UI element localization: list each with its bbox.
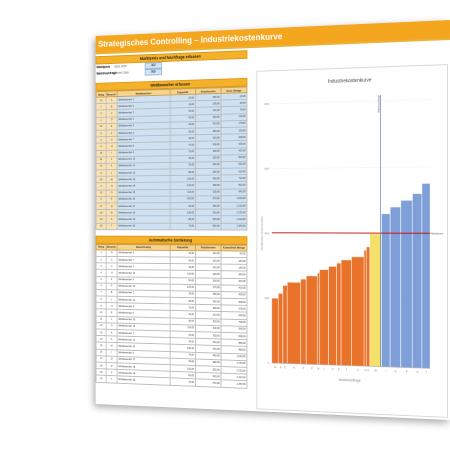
table-cell: 20 bbox=[96, 375, 106, 382]
cost-bar bbox=[329, 266, 337, 365]
market-row-value[interactable]: 960 bbox=[145, 69, 162, 76]
cost-bar bbox=[366, 247, 369, 366]
y-tick-label: 200 bbox=[265, 296, 270, 300]
x-tick-label: L bbox=[323, 368, 325, 371]
x-tick-label: N bbox=[293, 367, 295, 370]
table-cell[interactable]: 70,00 bbox=[170, 223, 195, 230]
market-price-label: Marktpreis bbox=[431, 232, 444, 235]
cost-bar bbox=[301, 279, 306, 364]
x-tick-label: H bbox=[332, 368, 334, 371]
cost-curve-chart-panel: Industriekostenkurve 0 200 400 600 800 D G C N F P B… bbox=[256, 64, 448, 418]
x-tick-label: J bbox=[346, 368, 348, 371]
x-tick-label: G bbox=[280, 366, 282, 369]
market-row-label: Marktnachfrage bbox=[96, 70, 114, 77]
x-tick-label: K bbox=[367, 369, 369, 372]
sorted-table: Rang Bezeich. Bezeichnung Kapazität Stückkos… bbox=[96, 244, 248, 389]
x-tick-label: Q bbox=[395, 370, 397, 373]
x-tick-label: F bbox=[303, 367, 305, 370]
table-cell[interactable]: 1.313,00 bbox=[221, 216, 247, 223]
y-tick-label: 0 bbox=[268, 361, 270, 365]
input-area: Marktpreis und Nachfrage erfassen Marktp… bbox=[96, 50, 248, 388]
cost-bar bbox=[320, 270, 329, 365]
sheet-title: Strategisches Controlling – Industriekos… bbox=[96, 20, 450, 53]
table-cell[interactable]: 520,00 bbox=[195, 216, 221, 223]
table-cell: 550,00 bbox=[195, 379, 221, 387]
cost-bar bbox=[306, 276, 317, 365]
table-cell[interactable]: 1.233,00 bbox=[221, 209, 247, 216]
gridline bbox=[272, 167, 431, 169]
y-tick-label: 400 bbox=[265, 232, 270, 236]
table-cell[interactable]: 80,00 bbox=[170, 216, 195, 223]
y-tick-label: 600 bbox=[265, 167, 270, 171]
x-tick-label: I bbox=[386, 370, 387, 373]
x-tick-label: M bbox=[375, 369, 377, 372]
cost-bar bbox=[287, 282, 300, 364]
y-tick-label: 800 bbox=[265, 102, 270, 106]
x-tick-label: A bbox=[364, 369, 366, 372]
x-tick-label: S bbox=[416, 371, 418, 374]
cost-curve-chart: Industriekostenkurve 0 200 400 600 800 D G C N F P B… bbox=[257, 65, 447, 417]
x-tick-label: R bbox=[406, 370, 408, 373]
market-demand-label: Marktnachfrage bbox=[378, 94, 381, 112]
table-cell[interactable]: 550,00 bbox=[195, 223, 221, 230]
worksheet: Strategisches Controlling – Industriekos… bbox=[96, 20, 450, 420]
cost-bar bbox=[390, 207, 400, 367]
cost-bar bbox=[370, 234, 381, 367]
cost-bar bbox=[278, 293, 282, 363]
cost-bar bbox=[337, 263, 341, 365]
table-cell[interactable]: 20 bbox=[96, 223, 106, 230]
table-cell[interactable]: 500,00 bbox=[195, 209, 221, 216]
x-axis-label: Marktnachfrage bbox=[339, 378, 361, 383]
gridline bbox=[272, 100, 431, 104]
x-tick-label: T bbox=[425, 371, 427, 374]
table-cell[interactable]: T bbox=[106, 223, 117, 230]
y-axis-label: Stückkosten (Grenzkosten) bbox=[260, 216, 264, 251]
market-row-desc: Einheit Zelle bbox=[114, 69, 145, 77]
chart-title: Industriekostenkurve bbox=[328, 77, 372, 85]
table-cell[interactable]: Wettbewerber 20 bbox=[117, 223, 170, 230]
cost-bar bbox=[382, 214, 390, 367]
x-tick-label: B bbox=[318, 367, 320, 370]
x-tick-label: D bbox=[274, 366, 276, 369]
cost-bar bbox=[283, 285, 287, 363]
table-cell: 1.383,00 bbox=[221, 380, 247, 388]
competitors-table: Rang Bezeich. Wettbewerber Kapazität Stückko… bbox=[96, 86, 248, 230]
table-cell: T bbox=[106, 376, 117, 383]
cost-bar bbox=[413, 194, 422, 368]
cost-bar bbox=[272, 298, 278, 363]
table-cell: Wettbewerber 20 bbox=[117, 376, 170, 385]
cost-bar bbox=[352, 257, 364, 366]
x-tick-label: O bbox=[357, 369, 359, 372]
x-tick-label: P bbox=[311, 367, 313, 370]
table-cell[interactable]: 1.383,00 bbox=[221, 223, 247, 230]
table-cell: 70,00 bbox=[170, 378, 195, 386]
cost-bar bbox=[401, 200, 412, 367]
cost-bar bbox=[364, 250, 366, 366]
cost-bar bbox=[318, 273, 320, 365]
cost-bar bbox=[422, 184, 430, 369]
x-tick-label: E bbox=[338, 368, 340, 371]
table-cell[interactable]: 100,00 bbox=[170, 209, 195, 216]
competitor-row: 20 T Wettbewerber 20 70,00 550,00 1.383,00 bbox=[96, 223, 247, 230]
x-tick-label: C bbox=[284, 366, 286, 369]
cost-bar bbox=[341, 260, 351, 366]
